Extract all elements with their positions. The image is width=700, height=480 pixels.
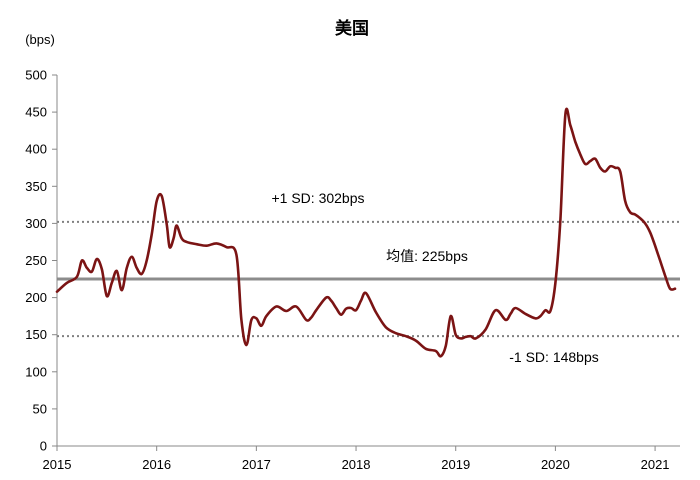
y-tick-label: 500	[25, 68, 47, 83]
y-tick-label: 100	[25, 364, 47, 379]
reference-line-label: -1 SD: 148bps	[509, 349, 599, 365]
chart-title: 美国	[335, 18, 369, 39]
y-tick-label: 150	[25, 327, 47, 342]
y-tick-label: 200	[25, 290, 47, 305]
series-line	[55, 107, 677, 358]
y-tick-label: 350	[25, 179, 47, 194]
x-tick-label: 2019	[441, 457, 470, 472]
x-tick-label: 2020	[541, 457, 570, 472]
y-tick-label: 50	[33, 401, 47, 416]
reference-line-label: +1 SD: 302bps	[271, 190, 364, 206]
y-axis-unit-label: (bps)	[25, 32, 55, 47]
x-axis-ticks: 2015 2016 2017 2018 2019 2020 2021	[43, 446, 670, 472]
y-tick-label: 400	[25, 142, 47, 157]
reference-lines	[57, 220, 680, 338]
x-tick-label: 2017	[242, 457, 271, 472]
reference-line-label: 均值: 225bps	[386, 248, 468, 264]
reference-annotations: +1 SD: 302bps 均值: 225bps -1 SD: 148bps	[271, 190, 598, 365]
y-tick-label: 0	[40, 439, 47, 454]
axes	[56, 75, 680, 447]
x-tick-label: 2018	[342, 457, 371, 472]
y-axis-ticks: 0 50 100 150 200 250 300 350 400 450 500	[25, 68, 57, 454]
y-tick-label: 250	[25, 253, 47, 268]
series-group	[55, 107, 677, 358]
x-tick-label: 2015	[43, 457, 72, 472]
x-tick-label: 2016	[142, 457, 171, 472]
y-tick-label: 300	[25, 216, 47, 231]
x-tick-label: 2021	[641, 457, 670, 472]
y-tick-label: 450	[25, 105, 47, 120]
